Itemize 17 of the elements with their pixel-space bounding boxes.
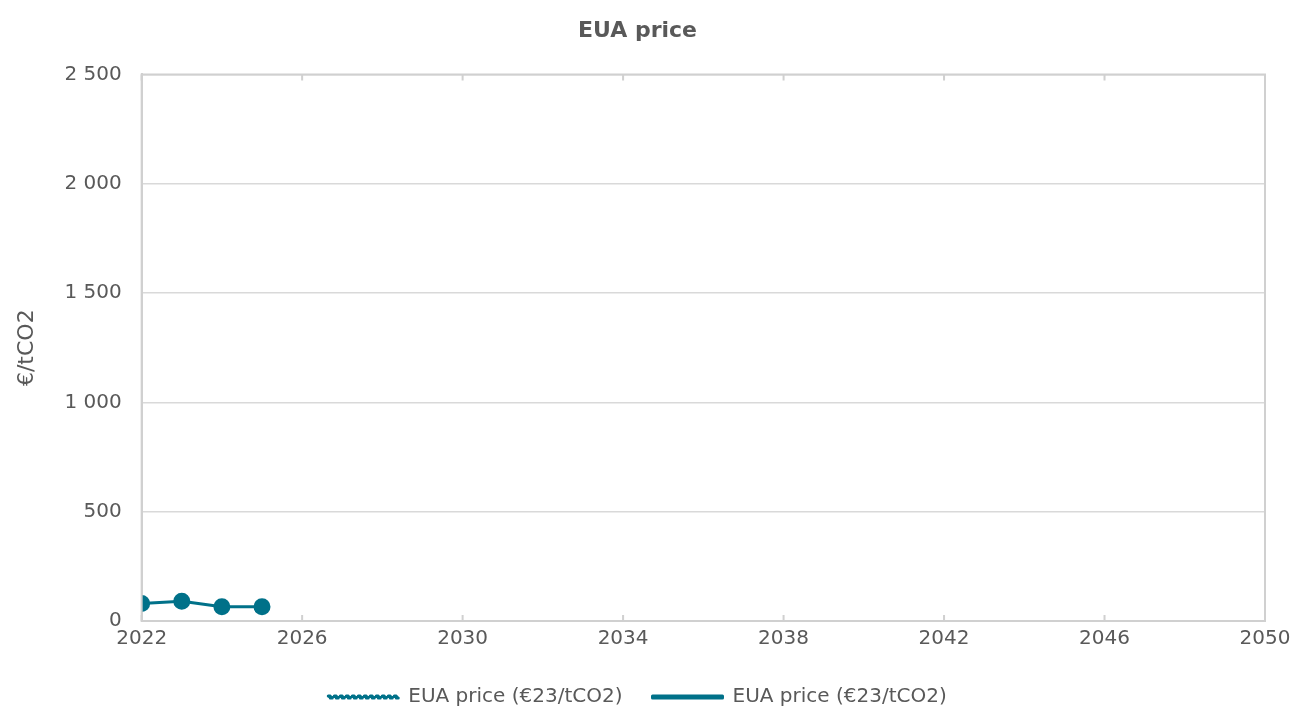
- chart-title: EUA price: [577, 16, 698, 42]
- x-tick-label: 2038: [758, 625, 810, 650]
- y-tick-label: 2 500: [64, 60, 122, 85]
- y-axis-title: €/tCO2: [12, 309, 38, 387]
- legend-label: EUA price (€23/tCO2): [408, 683, 623, 708]
- y-tick-label: 1 500: [64, 279, 122, 304]
- x-tick-label: 2030: [437, 625, 489, 650]
- y-tick-label: 2 000: [64, 169, 122, 194]
- x-tick-label: 2050: [1239, 625, 1291, 650]
- y-tick-label: 1 000: [64, 388, 122, 413]
- x-tick-label: 2034: [597, 625, 649, 650]
- x-tick-label: 2046: [1079, 625, 1130, 650]
- x-tick-label: 2042: [918, 625, 970, 650]
- y-tick-label: 500: [83, 497, 122, 522]
- legend-label: EUA price (€23/tCO2): [732, 683, 947, 708]
- x-tick-label: 2026: [276, 625, 328, 650]
- x-tick-label: 2022: [116, 625, 168, 650]
